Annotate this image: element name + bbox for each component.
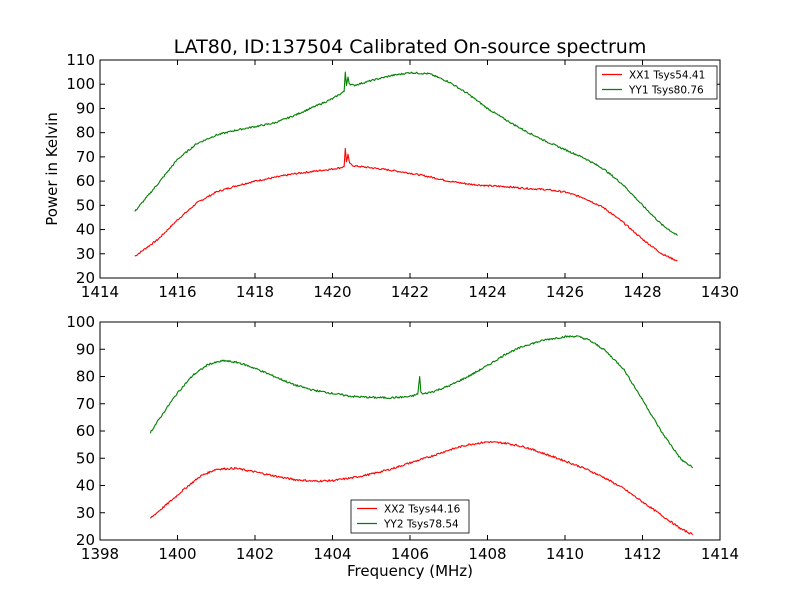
- y-tick-label: 20: [76, 269, 95, 287]
- panel-1: 1414 1416 1418 1420 1422 1424 1426 1428 1430 20 30…: [66, 51, 739, 301]
- legend-box: [595, 65, 718, 100]
- y-axis-label: Power in Kelvin: [43, 112, 61, 226]
- x-tick-label: 1400: [158, 545, 196, 563]
- x-tick-label: 1408: [468, 545, 506, 563]
- x-tick-label: 1420: [313, 283, 351, 301]
- series-line-2-1: [149, 440, 694, 536]
- y-tick-label: 20: [76, 531, 95, 549]
- y-tick-label: 110: [66, 51, 95, 69]
- x-tick-label: 1404: [313, 545, 351, 563]
- x-axis-label: Frequency (MHz): [347, 562, 473, 580]
- series-line-1-1: [134, 147, 678, 262]
- y-tick-label: 30: [76, 245, 95, 263]
- y-tick-label: 100: [66, 75, 95, 93]
- y-tick-label: 100: [66, 313, 95, 331]
- series-line-2-2: [149, 335, 694, 469]
- x-tick-label: 1416: [158, 283, 196, 301]
- x-tick-label: 1422: [391, 283, 429, 301]
- y-tick-label: 40: [76, 477, 95, 495]
- x-tick-label: 1414: [701, 545, 739, 563]
- legend-label: XX2 Tsys44.16: [384, 503, 461, 515]
- y-tick-label: 80: [76, 124, 95, 142]
- x-tick-label: 1414: [81, 283, 119, 301]
- x-tick-label: 1402: [236, 545, 274, 563]
- legend-label: XX1 Tsys54.41: [629, 69, 705, 81]
- legend-box: [350, 499, 470, 534]
- x-tick-label: 1412: [623, 545, 661, 563]
- legend: XX2 Tsys44.16 YY2 Tsys78.54: [350, 499, 470, 534]
- plot-panels: 1414 1416 1418 1420 1422 1424 1426 1428 1430 20 30…: [66, 51, 739, 563]
- x-tick-label: 1406: [391, 545, 429, 563]
- y-tick-label: 60: [76, 172, 95, 190]
- chart-title: LAT80, ID:137504 Calibrated On-source sp…: [174, 36, 647, 58]
- y-tick-label: 60: [76, 422, 95, 440]
- y-tick-label: 70: [76, 148, 95, 166]
- y-tick-label: 40: [76, 221, 95, 239]
- y-tick-label: 80: [76, 368, 95, 386]
- x-tick-label: 1418: [236, 283, 274, 301]
- legend-label: YY2 Tsys78.54: [383, 518, 459, 530]
- y-tick-label: 50: [76, 196, 95, 214]
- y-tick-label: 90: [76, 340, 95, 358]
- x-tick-label: 1428: [623, 283, 661, 301]
- x-tick-label: 1410: [546, 545, 584, 563]
- legend: XX1 Tsys54.41 YY1 Tsys80.76: [595, 65, 718, 100]
- x-tick-label: 1430: [701, 283, 739, 301]
- panel-2: 1398 1400 1402 1404 1406 1408 1410 1412 1414 20 30…: [66, 313, 739, 563]
- x-tick-label: 1424: [468, 283, 506, 301]
- y-tick-label: 30: [76, 504, 95, 522]
- series-line-1-2: [134, 71, 678, 236]
- y-tick-label: 50: [76, 449, 95, 467]
- legend-label: YY1 Tsys80.76: [628, 84, 704, 96]
- y-tick-label: 90: [76, 99, 95, 117]
- x-tick-label: 1398: [81, 545, 119, 563]
- x-tick-label: 1426: [546, 283, 584, 301]
- y-tick-label: 70: [76, 395, 95, 413]
